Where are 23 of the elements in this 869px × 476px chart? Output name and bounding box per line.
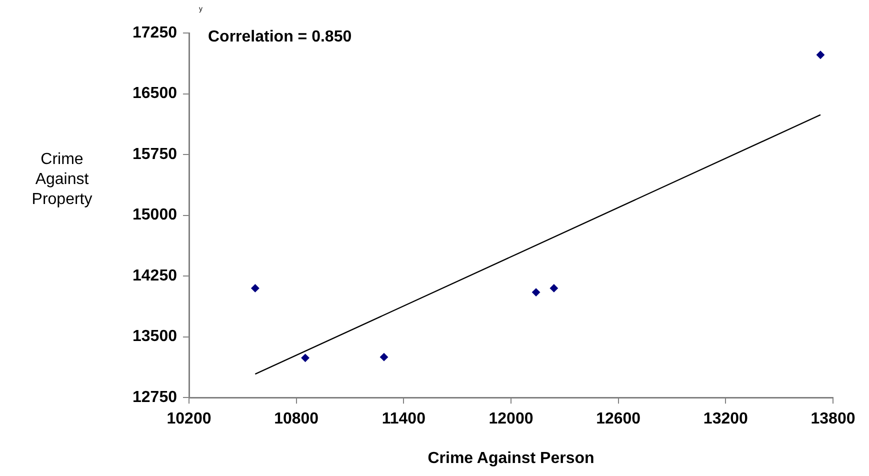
x-tick-label: 10200	[166, 410, 212, 428]
point	[251, 284, 260, 292]
x-tick-label: 12000	[488, 410, 534, 428]
y-tick-label: 13500	[132, 328, 178, 346]
point	[301, 354, 310, 362]
x-tick-label: 13200	[703, 410, 748, 428]
x-tick-label: 12600	[596, 410, 641, 428]
x-tick-label: 13800	[810, 410, 856, 428]
x-axis-title: Crime Against Person	[428, 450, 594, 467]
point	[532, 288, 540, 296]
y-tick-label: 14250	[132, 267, 178, 284]
y-tick-label: 15000	[132, 206, 178, 224]
x-tick-label: 11400	[382, 410, 426, 428]
y-tick-label: 17250	[132, 24, 178, 42]
point	[816, 50, 824, 59]
point	[550, 284, 558, 292]
point	[380, 353, 388, 362]
annotation: Correlation = 0.850	[208, 28, 352, 46]
x-tick-label: 10800	[274, 410, 319, 428]
y-axis-title: Crime Against Property	[30, 150, 94, 210]
y-tick-label: 16500	[132, 85, 178, 102]
y-tick-label: 15750	[132, 146, 178, 163]
y-tick-label: 12750	[132, 389, 178, 406]
